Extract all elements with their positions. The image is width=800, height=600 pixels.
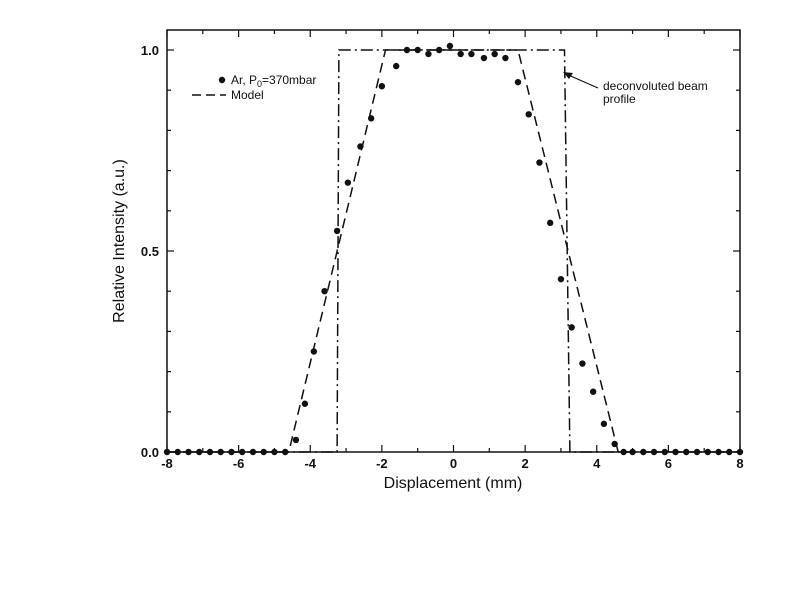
y-axis-label: Relative Intensity (a.u.) bbox=[111, 159, 128, 323]
x-tick-label: -2 bbox=[376, 456, 388, 471]
data-point bbox=[393, 62, 400, 70]
data-point bbox=[378, 82, 386, 90]
x-axis-label: Displacement (mm) bbox=[384, 475, 523, 492]
data-point bbox=[589, 388, 597, 395]
data-point bbox=[468, 50, 475, 58]
data-point bbox=[683, 448, 690, 456]
legend-label-tail: =370mbar bbox=[262, 73, 316, 87]
x-tick-label: 2 bbox=[522, 456, 529, 471]
data-point bbox=[568, 324, 575, 331]
data-point bbox=[600, 420, 608, 428]
data-point bbox=[457, 50, 464, 58]
y-tick-label: 1.0 bbox=[141, 43, 159, 58]
data-point bbox=[536, 159, 543, 166]
data-point bbox=[446, 42, 454, 50]
annotation-line-1: deconvoluted beam bbox=[603, 79, 708, 93]
x-tick-label: -6 bbox=[233, 456, 245, 471]
data-point bbox=[546, 219, 554, 227]
data-point bbox=[344, 179, 352, 186]
x-tick-label: -4 bbox=[304, 456, 316, 471]
data-point bbox=[425, 50, 432, 58]
data-point bbox=[514, 78, 522, 86]
model-line bbox=[167, 49, 740, 453]
data-point bbox=[310, 348, 318, 355]
data-point bbox=[502, 54, 509, 62]
legend: Ar, P0=370mbar Model bbox=[192, 73, 316, 102]
x-tick-label: 4 bbox=[593, 456, 601, 471]
legend-dot-marker bbox=[218, 76, 226, 84]
data-point bbox=[321, 288, 328, 295]
annotation-arrow-head bbox=[563, 72, 573, 79]
data-point bbox=[491, 50, 498, 58]
annotation-line-2: profile bbox=[603, 92, 636, 106]
annotation: deconvoluted beam profile bbox=[563, 72, 708, 106]
y-tick-label: 0.5 bbox=[141, 244, 159, 259]
x-tick-label: 0 bbox=[450, 456, 457, 471]
data-point bbox=[206, 448, 214, 456]
data-point bbox=[525, 111, 532, 118]
data-point bbox=[579, 360, 586, 367]
data-point bbox=[333, 227, 341, 235]
legend-label-model: Model bbox=[231, 88, 264, 102]
series-data-points bbox=[163, 42, 744, 456]
x-tick-label: -8 bbox=[161, 456, 173, 471]
x-tick-label: 8 bbox=[736, 456, 743, 471]
data-point bbox=[292, 436, 300, 444]
data-point bbox=[557, 275, 565, 283]
annotation-arrow-shaft bbox=[565, 73, 599, 89]
data-point bbox=[435, 46, 443, 54]
deconvoluted-profile-line bbox=[167, 49, 740, 453]
x-tick-label: 6 bbox=[665, 456, 672, 471]
legend-label-data: Ar, P0=370mbar bbox=[231, 73, 316, 89]
data-point bbox=[301, 400, 309, 407]
legend-label-subscript: 0 bbox=[257, 79, 262, 89]
data-point bbox=[480, 54, 488, 62]
data-point bbox=[620, 448, 627, 456]
y-tick-label: 0.0 bbox=[141, 445, 159, 460]
